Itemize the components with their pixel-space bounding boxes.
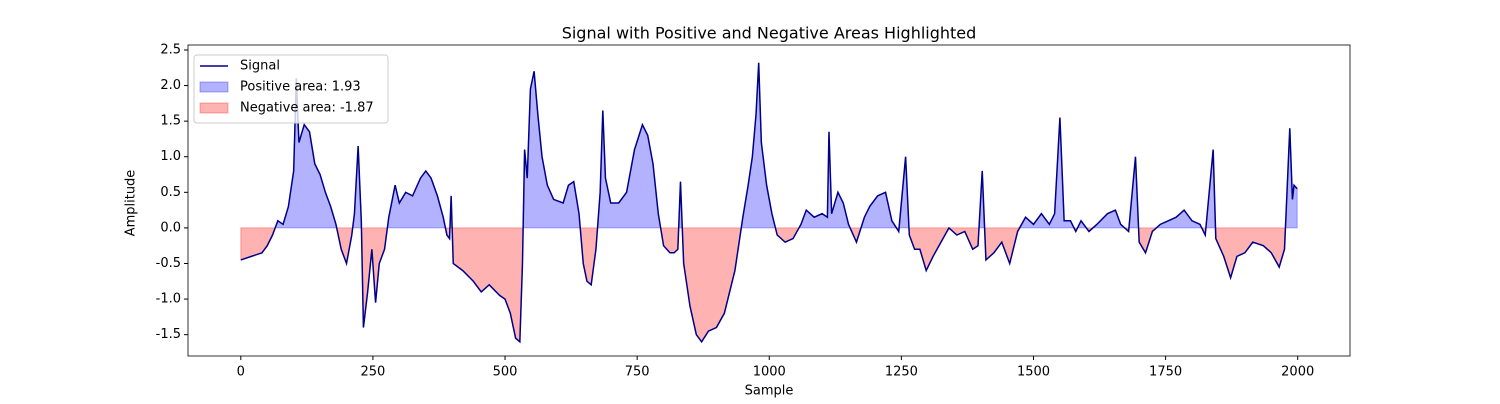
chart-title: Signal with Positive and Negative Areas …	[562, 24, 977, 43]
x-tick-label: 500	[493, 365, 518, 380]
x-tick-label: 1000	[753, 365, 786, 380]
y-tick-label: -1.5	[156, 327, 181, 342]
legend-swatch	[199, 102, 229, 114]
y-tick-label: 1.0	[160, 149, 181, 164]
y-axis-label: Amplitude	[124, 170, 139, 237]
area-fill	[274, 62, 1298, 229]
x-tick-label: 1750	[1149, 365, 1182, 380]
y-tick-label: 1.5	[160, 114, 181, 129]
legend-label: Positive area: 1.93	[240, 80, 361, 95]
y-tick-label: -1.0	[156, 292, 181, 307]
y-tick-label: 2.5	[160, 42, 181, 57]
x-tick-label: 0	[237, 365, 245, 380]
legend-label: Signal	[240, 59, 280, 74]
legend-label: Negative area: -1.87	[240, 101, 374, 116]
legend: Signal Positive area: 1.93 Negative area: …	[193, 54, 389, 124]
signal-line	[240, 62, 1298, 344]
y-tick-label: 0.5	[160, 185, 181, 200]
x-tick-label: 750	[625, 365, 650, 380]
area-fill	[240, 227, 1286, 343]
legend-swatch	[199, 81, 229, 93]
x-axis-label: Sample	[745, 384, 794, 399]
x-tick-label: 1250	[885, 365, 918, 380]
x-tick-label: 250	[361, 365, 386, 380]
legend-box	[193, 54, 389, 124]
y-tick-label: 0.0	[160, 220, 181, 235]
x-tick-label: 1500	[1017, 365, 1050, 380]
y-tick-label: 2.0	[160, 78, 181, 93]
y-tick-label: -0.5	[156, 256, 181, 271]
x-tick-label: 2000	[1281, 365, 1314, 380]
